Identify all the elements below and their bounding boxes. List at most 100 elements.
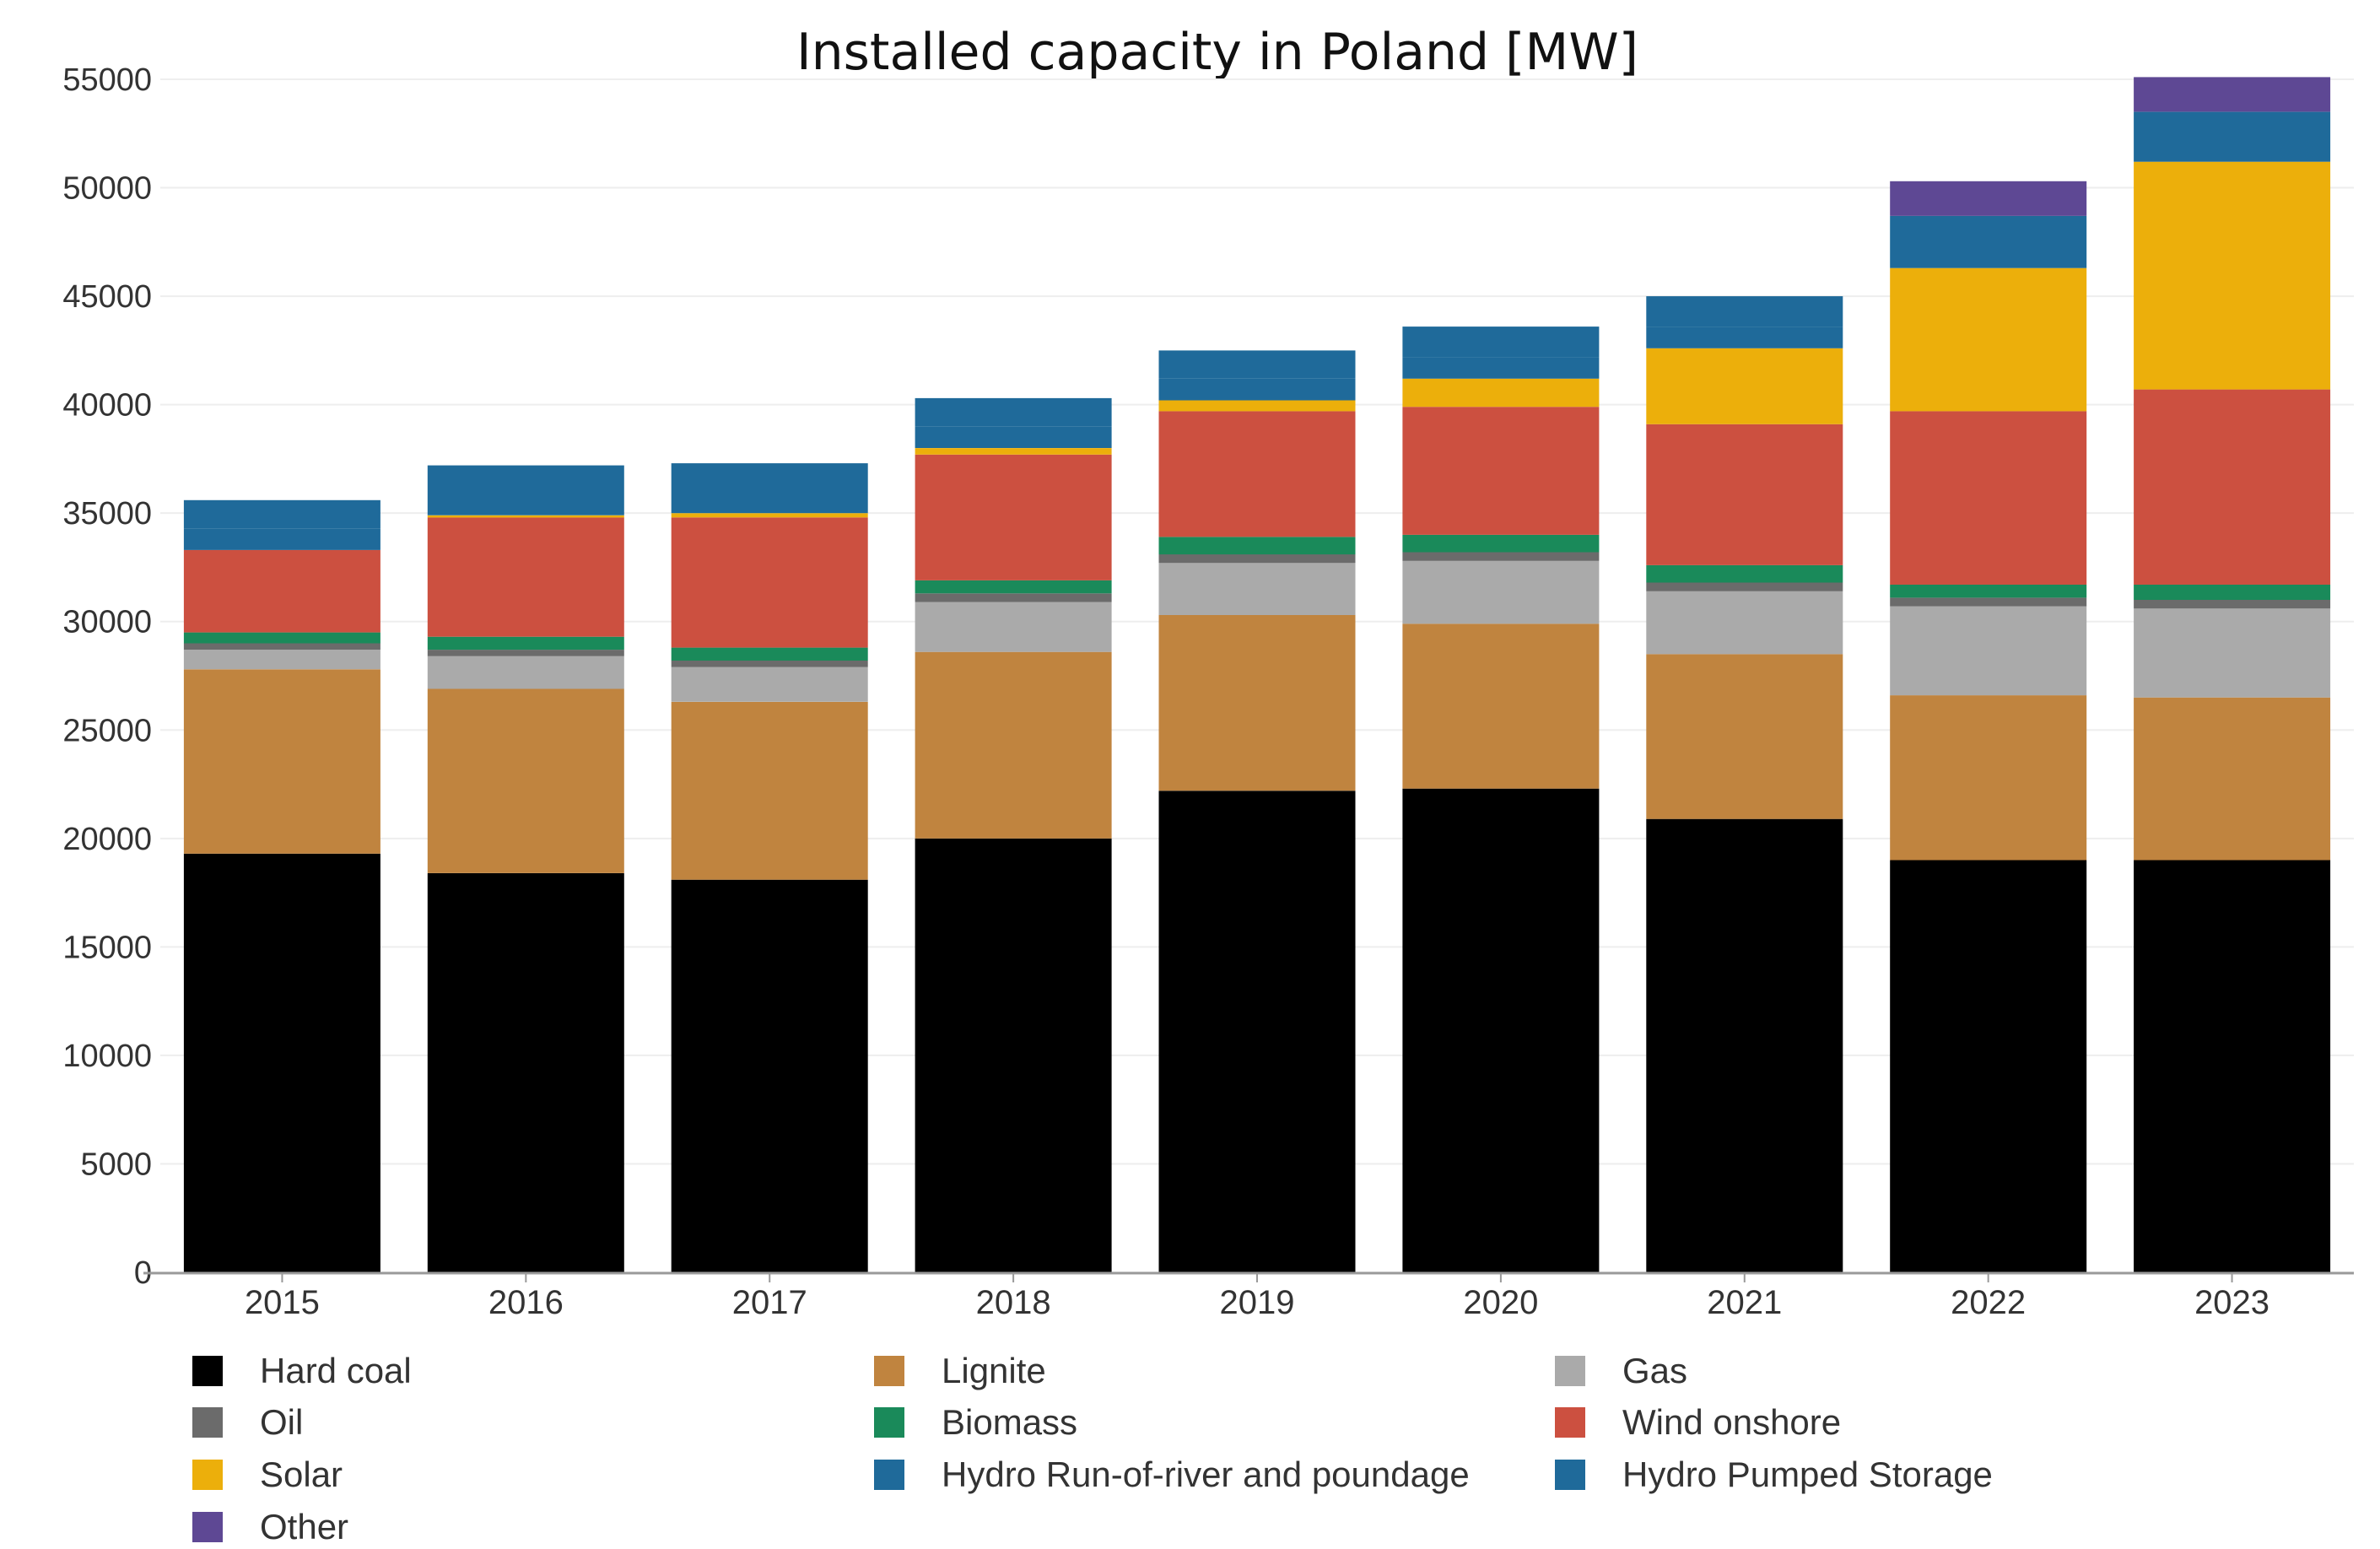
bar-stack-2019: [1158, 350, 1356, 1272]
bar-segment-hydro-run-of-river-and-poundage-2019: [1158, 378, 1356, 401]
legend-label-gas: Gas: [1622, 1351, 1687, 1390]
bar-segment-solar-2019: [1158, 400, 1356, 412]
bar-segment-gas-2016: [427, 656, 624, 689]
bar-segment-solar-2020: [1402, 378, 1600, 407]
legend-swatch-lignite: [874, 1356, 904, 1386]
bar-segment-oil-2017: [671, 661, 868, 667]
bar-stack-2020: [1402, 327, 1600, 1272]
bar-segment-solar-2021: [1646, 348, 1843, 424]
bar-stack-2015: [183, 499, 380, 1272]
legend-label-solar: Solar: [260, 1455, 343, 1494]
legend-item-wind-onshore: Wind onshore: [1555, 1402, 1841, 1442]
y-tick-label: 50000: [62, 171, 152, 207]
bar-stack-2022: [1890, 181, 2087, 1272]
legend-swatch-solar: [192, 1460, 223, 1490]
bar-segment-hydro-run-of-river-and-poundage-2015: [183, 528, 380, 550]
legend-label-hard-coal: Hard coal: [260, 1351, 412, 1390]
bar-segment-hydro-run-of-river-and-poundage-2020: [1402, 357, 1600, 379]
legend-label-hydro-pumped-storage: Hydro Pumped Storage: [1622, 1455, 1993, 1494]
y-tick-label: 25000: [62, 713, 152, 748]
y-tick-label: 0: [134, 1255, 152, 1291]
bar-segment-hard-coal-2017: [671, 879, 868, 1272]
bar-segment-wind-onshore-2015: [183, 549, 380, 633]
legend-item-gas: Gas: [1555, 1351, 1687, 1390]
bar-segment-hydro-run-of-river-and-poundage-2023: [2134, 140, 2331, 162]
legend-item-hydro-run-of-river-and-poundage: Hydro Run-of-river and poundage: [874, 1455, 1470, 1494]
bar-segment-hydro-pumped-storage-2015: [183, 499, 380, 529]
bar-segment-wind-onshore-2018: [915, 454, 1112, 580]
bar-segment-oil-2021: [1646, 582, 1843, 591]
bar-segment-other-2023: [2134, 77, 2331, 112]
x-tick-label-2022: 2022: [1951, 1284, 2026, 1321]
legend-item-hydro-pumped-storage: Hydro Pumped Storage: [1555, 1455, 1993, 1494]
bar-segment-oil-2016: [427, 650, 624, 656]
legend-item-solar: Solar: [192, 1455, 343, 1494]
bar-segment-hydro-pumped-storage-2022: [1890, 216, 2087, 246]
legend-label-other: Other: [260, 1507, 348, 1546]
bar-segment-oil-2023: [2134, 600, 2331, 609]
y-tick-label: 45000: [62, 279, 152, 315]
bar-segment-hydro-pumped-storage-2023: [2134, 111, 2331, 140]
bar-segment-biomass-2016: [427, 636, 624, 650]
y-tick-label: 10000: [62, 1039, 152, 1074]
bar-segment-wind-onshore-2017: [671, 517, 868, 648]
y-tick-label: 55000: [62, 62, 152, 98]
y-tick-label: 20000: [62, 822, 152, 857]
legend-swatch-gas: [1555, 1356, 1585, 1386]
x-tick-label-2019: 2019: [1220, 1284, 1295, 1321]
bar-segment-gas-2021: [1646, 591, 1843, 655]
bar-segment-biomass-2019: [1158, 537, 1356, 555]
bar-segment-biomass-2021: [1646, 564, 1843, 583]
bar-segment-gas-2019: [1158, 563, 1356, 615]
bars: [183, 77, 2331, 1272]
bar-segment-hydro-run-of-river-and-poundage-2018: [915, 426, 1112, 448]
x-tick-label-2015: 2015: [245, 1284, 320, 1321]
bar-segment-solar-2022: [1890, 267, 2087, 412]
bar-segment-solar-2018: [915, 448, 1112, 455]
legend-label-oil: Oil: [260, 1402, 303, 1442]
bar-segment-hard-coal-2018: [915, 838, 1112, 1272]
bar-segment-biomass-2022: [1890, 585, 2087, 598]
bar-segment-gas-2022: [1890, 606, 2087, 696]
bar-segment-hydro-pumped-storage-2016: [427, 465, 624, 494]
bar-segment-lignite-2020: [1402, 623, 1600, 789]
bar-segment-hard-coal-2019: [1158, 791, 1356, 1272]
bar-segment-biomass-2020: [1402, 534, 1600, 553]
bar-segment-hard-coal-2020: [1402, 788, 1600, 1272]
bar-segment-hydro-run-of-river-and-poundage-2021: [1646, 327, 1843, 348]
bar-segment-oil-2018: [915, 593, 1112, 602]
bar-segment-lignite-2017: [671, 701, 868, 880]
bar-segment-solar-2017: [671, 513, 868, 518]
bar-segment-gas-2020: [1402, 560, 1600, 624]
bar-segment-oil-2019: [1158, 554, 1356, 564]
bar-segment-oil-2020: [1402, 552, 1600, 561]
y-tick-label: 15000: [62, 930, 152, 965]
bar-segment-solar-2016: [427, 515, 624, 518]
bar-segment-biomass-2023: [2134, 585, 2331, 600]
bar-segment-hard-coal-2015: [183, 853, 380, 1272]
legend: Hard coal Lignite Gas Oil Biomass Wind onshor…: [192, 1351, 1993, 1546]
bar-segment-lignite-2018: [915, 651, 1112, 839]
x-tick-label-2017: 2017: [732, 1284, 807, 1321]
legend-item-other: Other: [192, 1507, 348, 1546]
bar-segment-lignite-2019: [1158, 615, 1356, 791]
bar-segment-wind-onshore-2022: [1890, 411, 2087, 585]
bar-segment-wind-onshore-2016: [427, 517, 624, 637]
y-axis: 0 5000 10000 15000 20000 25000 30000 35000 40000…: [62, 62, 152, 1291]
legend-item-lignite: Lignite: [874, 1351, 1046, 1390]
bar-segment-hard-coal-2021: [1646, 818, 1843, 1272]
bar-segment-hydro-run-of-river-and-poundage-2017: [671, 491, 868, 514]
bar-segment-hard-coal-2023: [2134, 860, 2331, 1272]
x-axis: 2015 2016 2017 2018 2019 2020 2021 2022 2023: [143, 1271, 2354, 1321]
bar-segment-lignite-2015: [183, 669, 380, 854]
x-tick-label-2018: 2018: [976, 1284, 1051, 1321]
bar-stack-2023: [2134, 77, 2331, 1272]
x-tick-label-2023: 2023: [2194, 1284, 2269, 1321]
bar-segment-hydro-run-of-river-and-poundage-2016: [427, 494, 624, 515]
bar-segment-hydro-pumped-storage-2020: [1402, 327, 1600, 358]
bar-segment-hydro-pumped-storage-2021: [1646, 296, 1843, 327]
x-tick-label-2021: 2021: [1707, 1284, 1782, 1321]
legend-swatch-hydro-pumped-storage: [1555, 1460, 1585, 1490]
bar-segment-hydro-run-of-river-and-poundage-2022: [1890, 246, 2087, 268]
